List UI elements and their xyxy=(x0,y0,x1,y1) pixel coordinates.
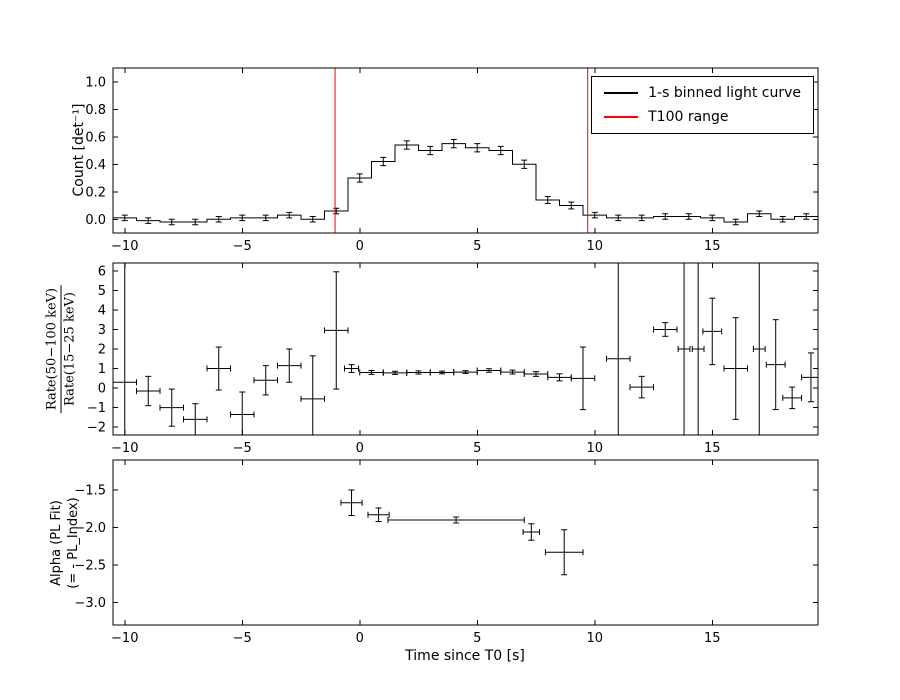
ylabel-alpha-line2: (= - PL_Index) xyxy=(66,497,81,589)
ylabel-hardness-denominator: Rate(15−25 keV) xyxy=(62,292,78,406)
svg-text:2: 2 xyxy=(98,343,106,358)
legend-entry-t100: T100 range xyxy=(604,109,801,125)
legend-line-black-icon xyxy=(604,92,639,94)
ylabel-hardness-ratio: Rate(50−100 keV) Rate(15−25 keV) xyxy=(44,284,78,414)
svg-text:15: 15 xyxy=(704,441,721,456)
svg-text:6: 6 xyxy=(98,264,106,279)
legend-line-red-icon xyxy=(604,116,639,118)
svg-text:−5: −5 xyxy=(233,239,252,254)
svg-text:5: 5 xyxy=(473,239,481,254)
legend: 1-s binned light curve T100 range xyxy=(591,76,814,134)
legend-label-t100: T100 range xyxy=(648,109,729,125)
svg-text:1.0: 1.0 xyxy=(85,75,106,90)
svg-text:−3.0: −3.0 xyxy=(74,596,106,611)
svg-text:0.2: 0.2 xyxy=(85,185,106,200)
svg-text:0.0: 0.0 xyxy=(85,213,106,228)
legend-label-lightcurve: 1-s binned light curve xyxy=(648,85,801,101)
svg-text:10: 10 xyxy=(586,239,603,254)
svg-text:0.8: 0.8 xyxy=(85,103,106,118)
legend-entry-lightcurve: 1-s binned light curve xyxy=(604,85,801,101)
ylabel-hardness-numerator: Rate(50−100 keV) xyxy=(44,284,62,414)
svg-text:0.4: 0.4 xyxy=(85,158,106,173)
svg-text:−10: −10 xyxy=(111,441,138,456)
svg-text:−1.5: −1.5 xyxy=(74,484,106,499)
svg-text:−5: −5 xyxy=(233,631,252,646)
svg-text:15: 15 xyxy=(704,239,721,254)
svg-text:10: 10 xyxy=(586,441,603,456)
svg-text:5: 5 xyxy=(98,284,106,299)
svg-text:−2.0: −2.0 xyxy=(74,521,106,536)
svg-text:−10: −10 xyxy=(111,239,138,254)
svg-text:5: 5 xyxy=(473,631,481,646)
svg-text:10: 10 xyxy=(586,631,603,646)
svg-text:5: 5 xyxy=(473,441,481,456)
svg-text:0.6: 0.6 xyxy=(85,130,106,145)
svg-text:−10: −10 xyxy=(111,631,138,646)
ylabel-alpha-line1: Alpha (PL Fit) xyxy=(49,500,65,586)
svg-text:0: 0 xyxy=(356,631,364,646)
svg-text:−1: −1 xyxy=(87,401,106,416)
svg-text:0: 0 xyxy=(356,239,364,254)
svg-text:−2: −2 xyxy=(87,421,106,436)
xlabel-time: Time since T0 [s] xyxy=(405,648,525,664)
svg-text:4: 4 xyxy=(98,303,106,318)
svg-text:1: 1 xyxy=(98,362,106,377)
svg-text:−5: −5 xyxy=(233,441,252,456)
ylabel-count: Count [det⁻¹] xyxy=(71,103,87,197)
svg-text:−2.5: −2.5 xyxy=(74,559,106,574)
svg-text:0: 0 xyxy=(356,441,364,456)
svg-text:15: 15 xyxy=(704,631,721,646)
svg-text:3: 3 xyxy=(98,323,106,338)
svg-text:0: 0 xyxy=(98,382,106,397)
ylabel-alpha: Alpha (PL Fit) (= - PL_Index) xyxy=(49,497,83,588)
